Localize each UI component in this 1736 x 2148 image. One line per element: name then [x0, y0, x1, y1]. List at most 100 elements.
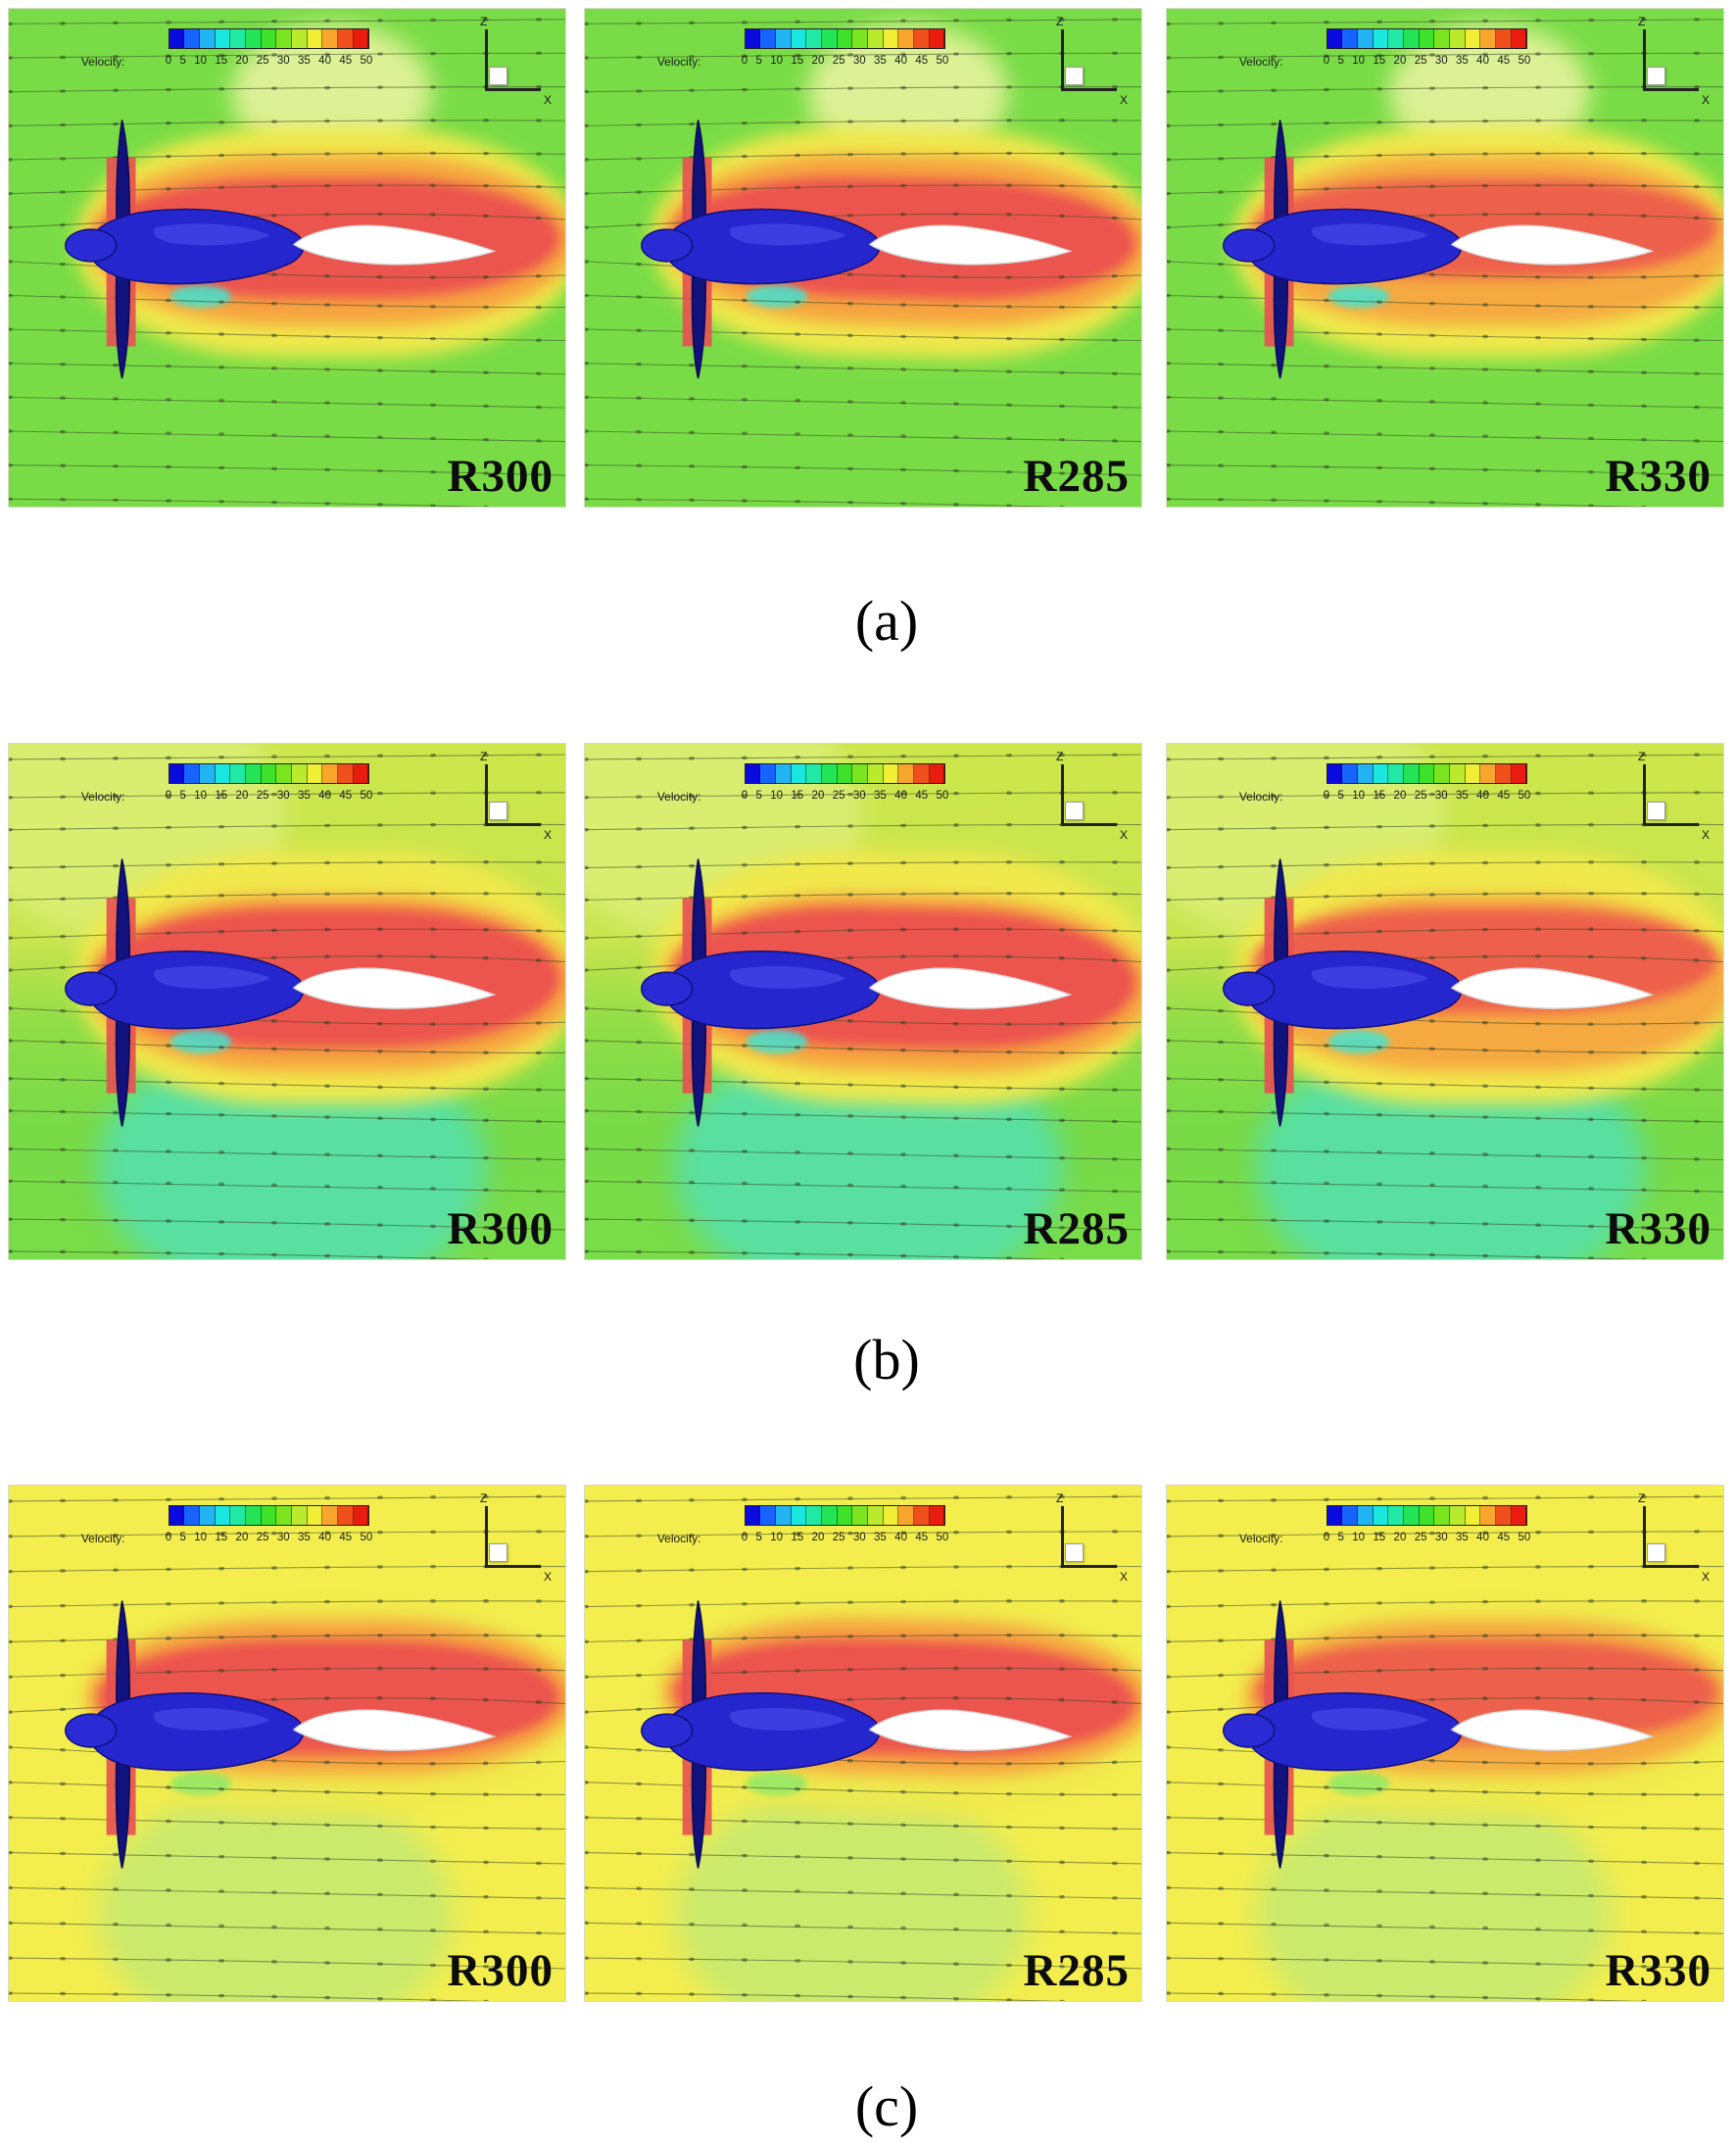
panel-run-label: R330: [1605, 1203, 1712, 1254]
spinner-nose: [65, 228, 118, 263]
wing-airfoil: [1450, 967, 1655, 1009]
colorbar-ticks: 0 5 10 15 20 25 30 35 40 45 50: [1324, 55, 1531, 67]
colorbar-segment: [806, 29, 823, 48]
colorbar-segment: [1419, 1506, 1435, 1525]
colorbar-segment: [1373, 1506, 1389, 1525]
colorbar-ticks: 0 5 10 15 20 25 30 35 40 45 50: [166, 790, 373, 802]
colorbar-segment: [200, 764, 216, 783]
z-axis-label: Z: [1056, 750, 1064, 763]
colorbar-label: Velocity:: [80, 55, 125, 69]
axis-origin-marker: [489, 802, 507, 820]
colorbar-segment: [837, 1506, 853, 1525]
x-axis-label: X: [1119, 828, 1128, 842]
colorbar-tick: 5: [179, 55, 186, 67]
colorbar-tick: 45: [339, 55, 353, 67]
x-axis-label: X: [1119, 93, 1128, 107]
colorbar-segment: [1419, 764, 1435, 783]
x-axis-label: X: [1701, 1570, 1710, 1584]
nacelle-body: [662, 1692, 881, 1772]
colorbar-tick: 5: [1337, 1532, 1344, 1543]
z-axis-label: Z: [480, 15, 488, 28]
cfd-panel: Velocity: 0 5 10 15 20 25 30 35 40 45 50 Z X R285: [584, 743, 1142, 1260]
colorbar-segment: [1511, 29, 1527, 48]
colorbar-tick: 30: [276, 55, 290, 67]
colorbar-tick: 45: [339, 790, 353, 802]
body-highlight: [153, 223, 271, 246]
colorbar-tick: 10: [770, 790, 784, 802]
streamlines: [1167, 18, 1723, 507]
colorbar-tick: 5: [1337, 55, 1344, 67]
colorbar-tick: 25: [1414, 790, 1427, 802]
colorbar-tick: 25: [256, 55, 269, 67]
colorbar-segment: [1465, 764, 1481, 783]
colorbar-tick: 25: [832, 55, 845, 67]
colorbar-tick: 50: [936, 790, 949, 802]
velocity-colorbar: Velocity: 0 5 10 15 20 25 30 35 40 45 50: [1239, 28, 1540, 81]
colorbar-segment: [776, 29, 792, 48]
colorbar-segment: [1434, 764, 1451, 783]
wing-airfoil: [1450, 224, 1655, 266]
colorbar-segment: [353, 1506, 369, 1525]
subfigure-caption-a: (a): [854, 589, 919, 653]
subfigure-caption-c: (c): [854, 2075, 919, 2138]
colorbar-segment: [868, 29, 884, 48]
colorbar-tick: 20: [235, 55, 249, 67]
colorbar-segment: [913, 764, 930, 783]
colorbar-tick: 15: [791, 1532, 804, 1543]
colorbar-segment: [353, 764, 369, 783]
wing-airfoil: [868, 1709, 1073, 1751]
colorbar-segments: [1326, 1505, 1528, 1526]
z-axis-label: Z: [1638, 15, 1646, 28]
colorbar-segment: [791, 29, 807, 48]
colorbar-segment: [261, 29, 277, 48]
colorbar-tick: 40: [318, 55, 331, 67]
axis-origin-marker: [1065, 802, 1084, 820]
axis-origin-marker: [489, 1543, 507, 1562]
velocity-colorbar: Velocity: 0 5 10 15 20 25 30 35 40 45 50: [81, 28, 382, 81]
z-axis-label: Z: [1056, 15, 1064, 28]
axis-indicator: Z X: [1034, 1491, 1128, 1591]
colorbar-segment: [1342, 1506, 1359, 1525]
colorbar-segment: [791, 1506, 807, 1525]
colorbar-segment: [322, 29, 338, 48]
colorbar-label: Velocity:: [1238, 1532, 1283, 1545]
z-axis-line: [485, 1506, 488, 1567]
colorbar-tick: 45: [1497, 1532, 1511, 1543]
colorbar-segment: [337, 1506, 354, 1525]
colorbar-segment: [1358, 1506, 1374, 1525]
colorbar-segment: [276, 29, 293, 48]
colorbar-segment: [246, 29, 262, 48]
colorbar-segment: [307, 764, 323, 783]
colorbar-segment: [1434, 29, 1451, 48]
colorbar-segment: [230, 764, 247, 783]
colorbar-tick: 50: [936, 55, 949, 67]
x-axis-line: [1061, 823, 1117, 826]
colorbar-segment: [883, 764, 899, 783]
colorbar-tick: 5: [179, 1532, 186, 1543]
colorbar-segment: [745, 1506, 761, 1525]
colorbar-tick: 10: [770, 1532, 784, 1543]
colorbar-tick: 25: [1414, 55, 1427, 67]
colorbar-segment: [1342, 764, 1359, 783]
wing-airfoil: [1450, 1709, 1655, 1751]
colorbar-label: Velocity:: [1238, 55, 1283, 69]
colorbar-tick: 0: [165, 790, 172, 802]
colorbar-segment: [806, 764, 823, 783]
x-axis-label: X: [1701, 828, 1710, 842]
colorbar-tick: 40: [894, 1532, 907, 1543]
body-highlight: [1311, 1707, 1429, 1731]
colorbar-segment: [337, 764, 354, 783]
body-highlight: [153, 1707, 271, 1731]
z-axis-label: Z: [1638, 1491, 1646, 1505]
panel-run-label: R285: [1023, 1945, 1130, 1996]
colorbar-ticks: 0 5 10 15 20 25 30 35 40 45 50: [166, 55, 373, 67]
colorbar-tick: 15: [1373, 1532, 1386, 1543]
colorbar-tick: 35: [874, 55, 887, 67]
colorbar-tick: 30: [276, 1532, 290, 1543]
panel-run-label: R285: [1023, 1203, 1130, 1254]
colorbar-segment: [292, 764, 308, 783]
panel-run-label: R330: [1605, 1945, 1712, 1996]
colorbar-segment: [184, 1506, 201, 1525]
colorbar-label: Velocity:: [656, 790, 701, 804]
colorbar-segments: [1326, 763, 1528, 784]
